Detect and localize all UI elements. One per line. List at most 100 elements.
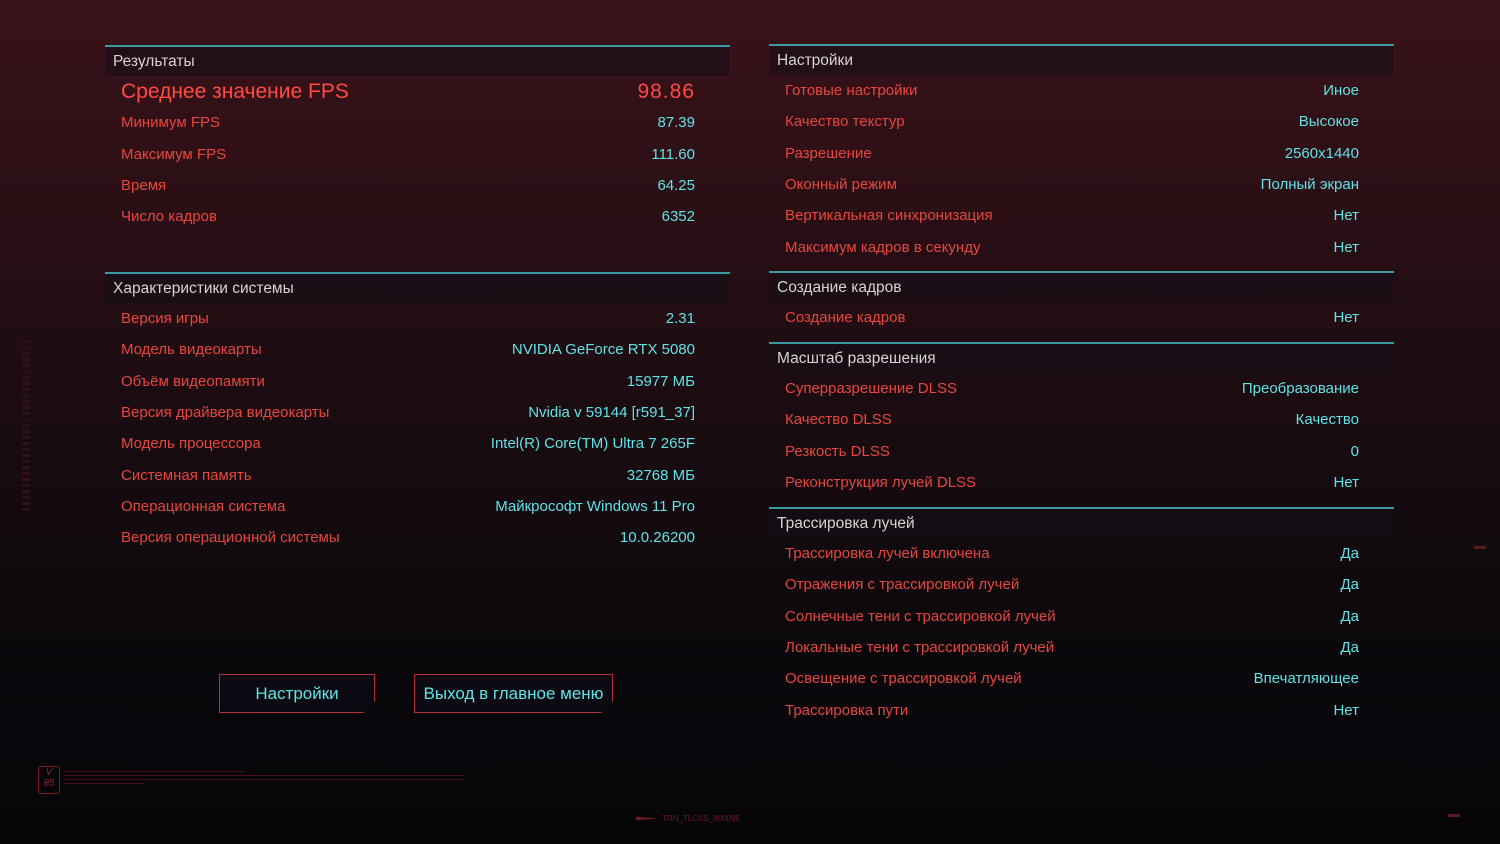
table-row: Резкость DLSS 0: [769, 436, 1394, 467]
row-value: 98.86: [637, 79, 695, 103]
settings-button[interactable]: Настройки: [219, 674, 375, 713]
table-row: Вертикальная синхронизация Нет: [769, 200, 1394, 231]
row-label: Разрешение: [785, 144, 872, 162]
row-value: Нет: [1333, 207, 1359, 225]
row-value: Нет: [1333, 701, 1359, 719]
row-value: Впечатляющее: [1253, 670, 1359, 688]
row-value: 32768 МБ: [626, 466, 695, 484]
row-label: Число кадров: [121, 208, 217, 226]
table-row: Реконструкция лучей DLSS Нет: [769, 467, 1394, 498]
settings-section: Настройки Готовые настройки Иное Качество…: [769, 44, 1394, 263]
row-label: Отражения с трассировкой лучей: [785, 576, 1020, 594]
row-label: Трассировка лучей включена: [785, 545, 990, 563]
table-row: Качество DLSS Качество: [769, 404, 1394, 435]
row-label: Готовые настройки: [785, 82, 918, 100]
frames-row: Число кадров 6352: [105, 201, 730, 232]
table-row: Модель процессора Intel(R) Core(TM) Ultra…: [105, 428, 730, 459]
row-value: 0: [1350, 442, 1359, 460]
row-label: Версия операционной системы: [121, 529, 340, 547]
main-menu-button[interactable]: Выход в главное меню: [414, 674, 613, 713]
table-row: Версия игры 2.31: [105, 303, 730, 334]
row-label: Модель процессора: [121, 435, 261, 453]
row-value: 111.60: [651, 145, 695, 163]
arrow-icon: [636, 817, 656, 820]
row-label: Создание кадров: [785, 309, 906, 327]
table-row: Версия операционной системы 10.0.26200: [105, 522, 730, 553]
table-row: Суперразрешение DLSS Преобразование: [769, 373, 1394, 404]
min-fps-row: Минимум FPS 87.39: [105, 107, 730, 138]
section-title: Масштаб разрешения: [769, 344, 1394, 373]
table-row: Оконный режим Полный экран: [769, 169, 1394, 200]
system-section: Характеристики системы Версия игры 2.31 М…: [105, 272, 730, 553]
decorative-vertical-text: [22, 340, 30, 510]
table-row: Максимум кадров в секунду Нет: [769, 231, 1394, 262]
row-value: Да: [1340, 639, 1359, 657]
row-label: Модель видеокарты: [121, 341, 262, 359]
row-label: Среднее значение FPS: [121, 79, 349, 103]
row-value: 87.39: [657, 114, 695, 132]
build-code: TRN_TLCAS_800095: [636, 814, 740, 823]
row-value: 2.31: [665, 310, 695, 328]
table-row: Модель видеокарты NVIDIA GeForce RTX 5080: [105, 334, 730, 365]
section-title: Результаты: [105, 47, 730, 76]
section-title: Настройки: [769, 46, 1394, 75]
row-label: Время: [121, 177, 167, 195]
row-value: Да: [1340, 545, 1359, 563]
max-fps-row: Максимум FPS 111.60: [105, 139, 730, 170]
row-label: Минимум FPS: [121, 114, 221, 132]
row-label: Резкость DLSS: [785, 442, 890, 460]
table-row: Готовые настройки Иное: [769, 75, 1394, 106]
row-label: Версия игры: [121, 310, 209, 328]
table-row: Системная память 32768 МБ: [105, 459, 730, 490]
corner-mark: [1448, 814, 1460, 817]
row-value: 10.0.26200: [619, 529, 695, 547]
row-label: Реконструкция лучей DLSS: [785, 474, 977, 492]
row-value: Иное: [1323, 82, 1359, 100]
row-value: 2560x1440: [1284, 144, 1359, 162]
row-label: Освещение с трассировкой лучей: [785, 670, 1022, 688]
section-title: Трассировка лучей: [769, 509, 1394, 538]
row-value: Нет: [1333, 238, 1359, 256]
table-row: Версия драйвера видеокарты Nvidia v 59144…: [105, 397, 730, 428]
row-label: Объём видеопамяти: [121, 372, 265, 390]
row-value: Майкрософт Windows 11 Pro: [495, 497, 695, 515]
table-row: Разрешение 2560x1440: [769, 138, 1394, 169]
row-label: Качество DLSS: [785, 411, 892, 429]
row-label: Локальные тени с трассировкой лучей: [785, 639, 1055, 657]
row-value: Высокое: [1298, 113, 1359, 131]
avg-fps-row: Среднее значение FPS 98.86: [105, 76, 730, 107]
legal-fine-print: [64, 771, 464, 787]
row-value: 64.25: [657, 177, 695, 195]
row-value: Нет: [1333, 309, 1359, 327]
raytracing-section: Трассировка лучей Трассировка лучей вклю…: [769, 507, 1394, 726]
row-label: Оконный режим: [785, 176, 897, 194]
build-code-text: TRN_TLCAS_800095: [662, 814, 740, 823]
results-section: Результаты Среднее значение FPS 98.86 Мин…: [105, 45, 730, 232]
row-label: Версия драйвера видеокарты: [121, 404, 330, 422]
row-value: Качество: [1295, 411, 1359, 429]
row-label: Операционная система: [121, 497, 286, 515]
row-label: Системная память: [121, 466, 252, 484]
row-value: Да: [1340, 607, 1359, 625]
row-label: Максимум FPS: [121, 145, 227, 163]
row-value: Преобразование: [1241, 380, 1359, 398]
row-value: 6352: [661, 208, 695, 226]
row-label: Качество текстур: [785, 113, 905, 131]
row-label: Суперразрешение DLSS: [785, 380, 957, 398]
table-row: Объём видеопамяти 15977 МБ: [105, 366, 730, 397]
corner-mark: [1474, 546, 1486, 549]
table-row: Качество текстур Высокое: [769, 106, 1394, 137]
section-title: Характеристики системы: [105, 274, 730, 303]
row-value: Полный экран: [1260, 176, 1359, 194]
row-value: Nvidia v 59144 [r591_37]: [528, 404, 695, 422]
table-row: Операционная система Майкрософт Windows 1…: [105, 491, 730, 522]
table-row: Отражения с трассировкой лучей Да: [769, 569, 1394, 600]
table-row: Локальные тени с трассировкой лучей Да: [769, 632, 1394, 663]
table-row: Создание кадров Нет: [769, 302, 1394, 333]
row-label: Вертикальная синхронизация: [785, 207, 993, 225]
row-label: Трассировка пути: [785, 701, 909, 719]
table-row: Солнечные тени с трассировкой лучей Да: [769, 601, 1394, 632]
row-value: Нет: [1333, 474, 1359, 492]
scaling-section: Масштаб разрешения Суперразрешение DLSS П…: [769, 342, 1394, 498]
row-label: Солнечные тени с трассировкой лучей: [785, 607, 1056, 625]
